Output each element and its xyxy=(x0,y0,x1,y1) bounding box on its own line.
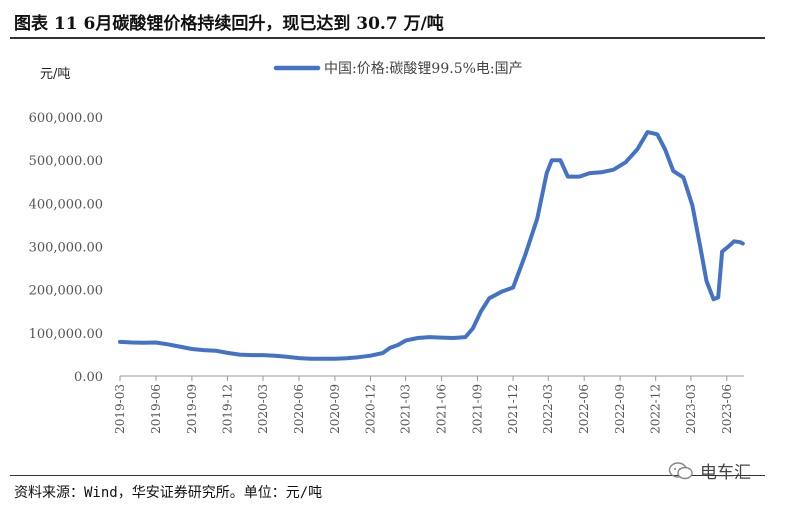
source-note: 资料来源：Wind，华安证券研究所。单位：元/吨 xyxy=(14,485,323,501)
x-tick-label: 2019-03 xyxy=(113,384,127,434)
x-tick-label: 2020-12 xyxy=(363,384,377,434)
y-tick-label: 600,000.00 xyxy=(29,111,103,126)
watermark: 电车汇 xyxy=(668,458,751,483)
chat-bubble-icon xyxy=(668,461,693,479)
x-tick-label: 2021-12 xyxy=(506,384,520,434)
series-line-lithium-carbonate-price xyxy=(118,130,745,361)
legend: 中国:价格:碳酸锂99.5%电:国产 xyxy=(273,61,523,77)
x-tick-label: 2020-09 xyxy=(328,384,342,434)
x-tick-label: 2019-09 xyxy=(185,384,199,434)
y-tick-label: 0.00 xyxy=(74,370,103,385)
y-tick-label: 300,000.00 xyxy=(29,241,103,256)
watermark-text: 电车汇 xyxy=(700,463,751,483)
legend-label: 中国:价格:碳酸锂99.5%电:国产 xyxy=(324,61,523,77)
x-tick-label: 2020-03 xyxy=(256,384,270,434)
x-tick-label: 2019-06 xyxy=(149,384,163,434)
y-tick-label: 400,000.00 xyxy=(29,197,103,212)
y-tick-label: 200,000.00 xyxy=(29,284,103,299)
x-tick-label: 2023-06 xyxy=(720,384,734,434)
x-tick-label: 2021-06 xyxy=(435,384,449,434)
y-tick-label: 100,000.00 xyxy=(29,327,103,342)
series-layer xyxy=(118,130,745,361)
top-rule xyxy=(10,37,765,39)
x-tick-label: 2021-09 xyxy=(471,384,485,434)
y-tick-label: 500,000.00 xyxy=(29,154,103,169)
figure-title: 图表 11 6月碳酸锂价格持续回升，现已达到 30.7 万/吨 xyxy=(14,14,444,34)
x-tick-label: 2021-03 xyxy=(399,384,413,434)
x-axis: 2019-03 2019-06 2019-09 2019-12 2020-03 2020-… xyxy=(113,375,744,434)
x-tick-label: 2019-12 xyxy=(220,384,234,434)
y-axis-label: 元/吨 xyxy=(40,67,70,82)
x-tick-label: 2020-06 xyxy=(292,384,306,434)
x-tick-label: 2022-09 xyxy=(613,384,627,434)
x-tick-label: 2023-03 xyxy=(684,384,698,434)
y-axis: 0.00 100,000.00 200,000.00 300,000.00 400,00… xyxy=(29,111,103,385)
bottom-rule xyxy=(10,475,765,476)
x-tick-label: 2022-12 xyxy=(649,384,663,434)
x-tick-label: 2022-06 xyxy=(577,384,591,434)
x-tick-label: 2022-03 xyxy=(541,384,555,434)
